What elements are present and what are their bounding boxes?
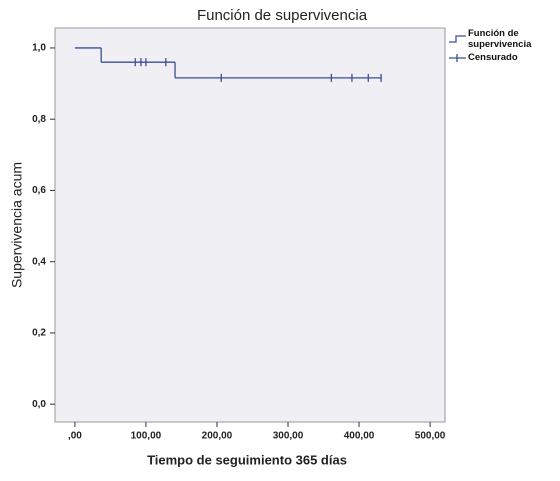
- x-tick-label: 200,00: [202, 431, 233, 442]
- y-tick-label: 0,4: [32, 256, 46, 267]
- plot-area: [54, 27, 446, 423]
- y-tick-label: 0,8: [32, 114, 46, 125]
- x-tick-label: 400,00: [344, 431, 375, 442]
- chart-title: Función de supervivencia: [197, 7, 368, 24]
- x-tick-label: 300,00: [273, 431, 304, 442]
- x-axis-label: Tiempo de seguimiento 365 días: [147, 452, 347, 467]
- y-tick-label: 1,0: [32, 43, 46, 54]
- legend-entry: Censurado: [468, 52, 518, 63]
- x-tick-label: ,00: [68, 431, 82, 442]
- x-tick-label: 500,00: [415, 431, 446, 442]
- y-tick-label: 0,6: [32, 185, 46, 196]
- legend-entry: Función de supervivencia: [468, 28, 532, 50]
- y-tick-label: 0,2: [32, 328, 46, 339]
- legend-symbol: [449, 35, 466, 43]
- y-axis-label: Supervivencia acum: [9, 162, 25, 288]
- y-tick-label: 0,0: [32, 399, 46, 410]
- x-tick-label: 100,00: [131, 431, 162, 442]
